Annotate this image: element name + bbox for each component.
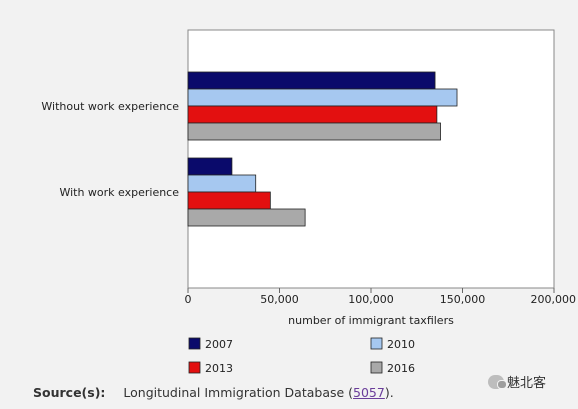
watermark: 魅北客 (488, 372, 546, 391)
source-end: ). (384, 385, 394, 400)
x-axis-ticks: 0 50,000 100,000 150,000 200,000 (185, 288, 577, 306)
category-label: With work experience (59, 186, 179, 199)
source-link[interactable]: 5057 (353, 385, 385, 400)
source-line: Source(s): Longitudinal Immigration Data… (33, 385, 394, 400)
source-text: Longitudinal Immigration Database ( (123, 385, 354, 400)
legend-label-2007: 2007 (205, 338, 233, 351)
bar-2010-0 (187, 88, 458, 107)
legend-label-2016: 2016 (387, 362, 415, 375)
bar-group (187, 71, 458, 227)
legend-swatch-2016 (370, 361, 383, 374)
bar-2010-1 (187, 174, 257, 193)
legend-swatch-2010 (370, 337, 383, 350)
bar-2016-1 (187, 208, 306, 227)
legend-swatch-2013 (188, 361, 201, 374)
legend-swatch-2007 (188, 337, 201, 350)
x-tick-label: 200,000 (531, 293, 577, 306)
watermark-text: 魅北客 (507, 376, 547, 391)
category-label: Without work experience (41, 100, 179, 113)
bar-2007-0 (187, 71, 436, 90)
source-label: Source(s): (33, 385, 106, 400)
bar-2007-1 (187, 157, 233, 176)
bar-2013-1 (187, 191, 271, 210)
wechat-icon (488, 375, 507, 389)
legend-label-2010: 2010 (387, 338, 415, 351)
legend-label-2013: 2013 (205, 362, 233, 375)
legend: 2007 2010 2013 2016 (188, 337, 415, 375)
category-labels: Without work experience With work experie… (41, 100, 179, 199)
x-axis-label: number of immigrant taxfilers (288, 314, 454, 327)
x-tick-label: 100,000 (348, 293, 394, 306)
bar-2013-0 (187, 105, 438, 124)
x-tick-label: 50,000 (260, 293, 299, 306)
x-tick-label: 0 (185, 293, 192, 306)
plot-area (187, 29, 555, 289)
x-tick-label: 150,000 (440, 293, 486, 306)
bar-2016-0 (187, 122, 441, 141)
